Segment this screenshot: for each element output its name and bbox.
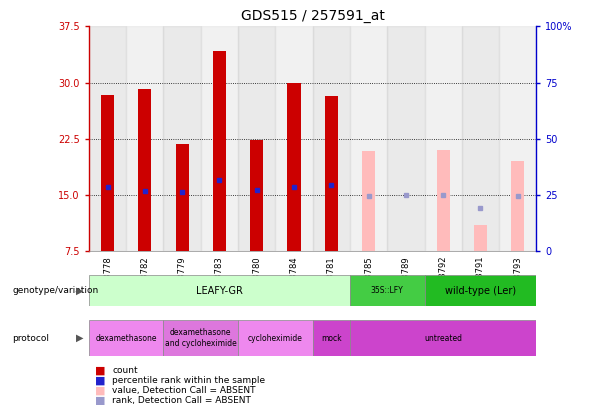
Bar xyxy=(425,26,462,251)
Bar xyxy=(313,26,350,251)
Bar xyxy=(250,140,263,251)
Bar xyxy=(350,26,387,251)
Bar xyxy=(362,151,375,251)
Bar xyxy=(287,83,300,251)
Text: percentile rank within the sample: percentile rank within the sample xyxy=(112,376,265,385)
Bar xyxy=(164,26,201,251)
Bar xyxy=(462,26,499,251)
Text: dexamethasone
and cycloheximide: dexamethasone and cycloheximide xyxy=(165,328,237,348)
Text: ■: ■ xyxy=(95,366,105,375)
Bar xyxy=(89,320,164,356)
Text: ■: ■ xyxy=(95,376,105,386)
Text: mock: mock xyxy=(321,334,341,343)
Bar xyxy=(424,275,536,306)
Bar xyxy=(89,26,126,251)
Text: untreated: untreated xyxy=(424,334,462,343)
Bar xyxy=(238,26,275,251)
Bar xyxy=(350,275,424,306)
Text: count: count xyxy=(112,366,138,375)
Text: rank, Detection Call = ABSENT: rank, Detection Call = ABSENT xyxy=(112,396,251,405)
Bar xyxy=(126,26,164,251)
Bar xyxy=(201,26,238,251)
Text: LEAFY-GR: LEAFY-GR xyxy=(196,286,243,296)
Bar xyxy=(164,320,238,356)
Bar xyxy=(499,26,536,251)
Title: GDS515 / 257591_at: GDS515 / 257591_at xyxy=(241,9,384,23)
Text: ■: ■ xyxy=(95,386,105,396)
Bar xyxy=(101,95,114,251)
Bar xyxy=(89,275,350,306)
Bar xyxy=(238,320,313,356)
Bar xyxy=(350,320,536,356)
Bar xyxy=(325,96,338,251)
Bar xyxy=(511,161,524,251)
Bar xyxy=(275,26,313,251)
Bar xyxy=(474,225,487,251)
Text: protocol: protocol xyxy=(12,334,49,343)
Bar xyxy=(313,320,350,356)
Text: wild-type (Ler): wild-type (Ler) xyxy=(445,286,516,296)
Text: ■: ■ xyxy=(95,396,105,405)
Text: cycloheximide: cycloheximide xyxy=(248,334,303,343)
Bar xyxy=(387,26,425,251)
Text: value, Detection Call = ABSENT: value, Detection Call = ABSENT xyxy=(112,386,256,395)
Text: ▶: ▶ xyxy=(76,286,83,296)
Bar xyxy=(213,51,226,251)
Text: 35S::LFY: 35S::LFY xyxy=(371,286,403,295)
Bar xyxy=(175,144,189,251)
Bar xyxy=(436,150,450,251)
Text: dexamethasone: dexamethasone xyxy=(96,334,157,343)
Text: ▶: ▶ xyxy=(76,333,83,343)
Bar xyxy=(139,89,151,251)
Text: genotype/variation: genotype/variation xyxy=(12,286,99,295)
